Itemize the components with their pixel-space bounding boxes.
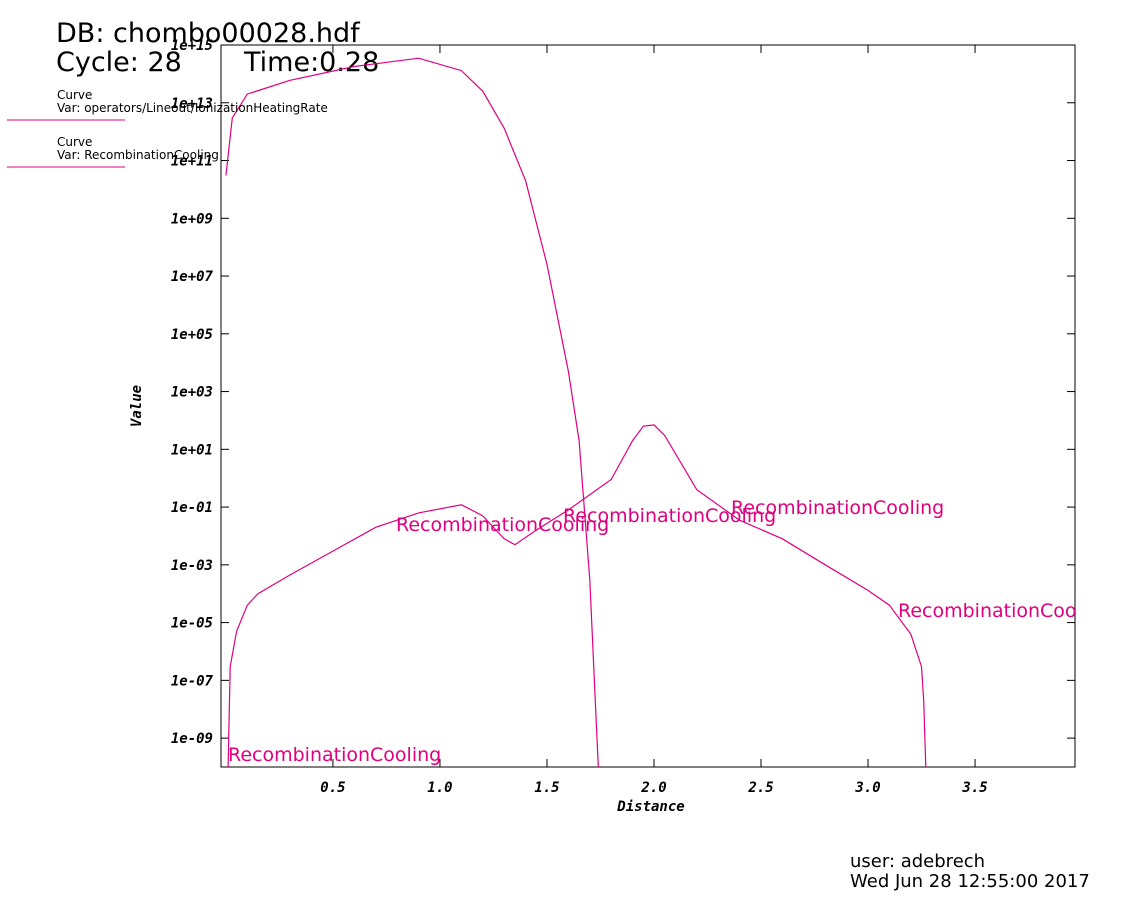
plot-frame bbox=[220, 44, 1076, 768]
database-title: DB: chombo00028.hdf bbox=[56, 18, 361, 49]
y-axis-title: Value bbox=[129, 385, 145, 427]
x-tick-label: 0.5 bbox=[320, 780, 345, 796]
curve-label: RecombinationCooling bbox=[396, 514, 609, 536]
curve-label: RecombinationCooling bbox=[731, 497, 944, 519]
user-label: user: adebrech bbox=[850, 851, 985, 872]
y-tick-label: 1e-05 bbox=[171, 616, 213, 632]
legend-label: Var: operators/Lineout/IonizationHeating… bbox=[57, 101, 328, 115]
legend-title: Curve bbox=[57, 88, 92, 102]
y-tick-label: 1e-09 bbox=[171, 731, 213, 747]
x-tick-label: 2.5 bbox=[747, 780, 773, 796]
x-tick-label: 3.5 bbox=[961, 780, 987, 796]
y-tick-label: 1e-01 bbox=[171, 500, 213, 516]
x-tick-label: 2.0 bbox=[640, 780, 666, 796]
curve-label: RecombinationCooling bbox=[563, 505, 776, 527]
y-tick-label: 1e-03 bbox=[171, 558, 213, 574]
x-tick-label: 3.0 bbox=[854, 780, 880, 796]
curve-labels: RecombinationCoolingRecombinationCooling… bbox=[228, 497, 1111, 766]
y-tick-label: 1e+07 bbox=[171, 269, 214, 285]
legend-label: Var: RecombinationCooling bbox=[57, 148, 219, 162]
x-axis-title: Distance bbox=[616, 799, 684, 815]
time-label: Time:0.28 bbox=[243, 47, 379, 78]
date-label: Wed Jun 28 12:55:00 2017 bbox=[850, 871, 1090, 892]
curve-label: RecombinationCooling bbox=[898, 600, 1111, 622]
y-tick-label: 1e+01 bbox=[171, 442, 213, 458]
y-tick-label: 1e+15 bbox=[171, 38, 213, 54]
y-tick-label: 1e+03 bbox=[171, 385, 213, 401]
series-line bbox=[227, 424, 927, 768]
legend-title: Curve bbox=[57, 135, 92, 149]
y-tick-label: 1e+05 bbox=[171, 327, 213, 343]
y-tick-label: 1e-07 bbox=[171, 673, 214, 689]
y-tick-label: 1e+11 bbox=[171, 154, 213, 170]
x-tick-label: 1.5 bbox=[534, 780, 559, 796]
y-tick-label: 1e+09 bbox=[171, 211, 213, 227]
curve-label: RecombinationCooling bbox=[228, 744, 441, 766]
x-tick-label: 1.0 bbox=[427, 780, 452, 796]
cycle-label: Cycle: 28 bbox=[56, 47, 182, 78]
y-tick-label: 1e+13 bbox=[171, 96, 213, 112]
series-line bbox=[225, 57, 599, 768]
